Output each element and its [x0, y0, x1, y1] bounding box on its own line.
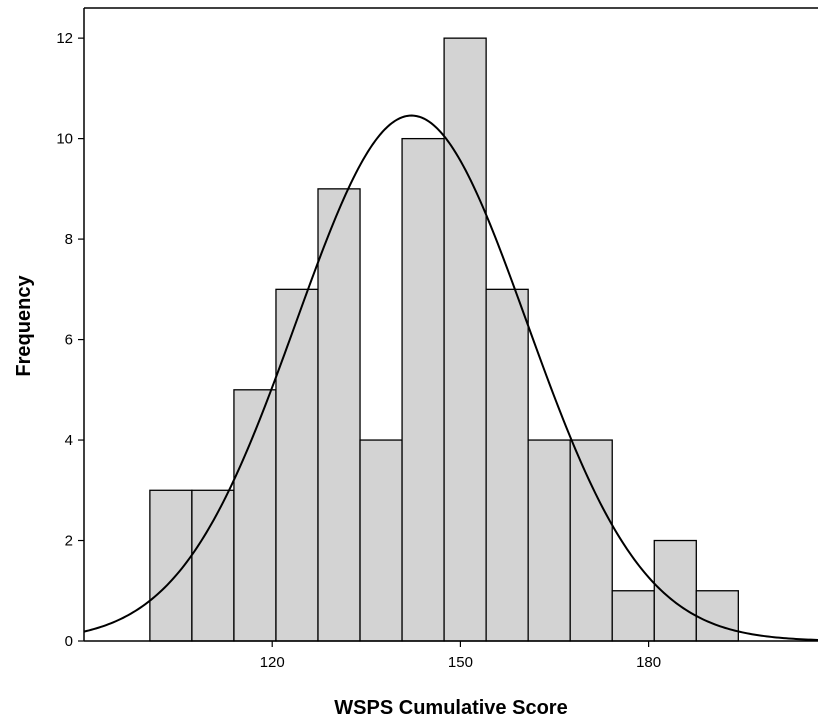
x-tick-label: 120	[260, 654, 285, 671]
axes	[83, 7, 818, 642]
y-tick-label: 4	[65, 432, 73, 449]
histogram-bar	[149, 489, 193, 642]
histogram-bar	[233, 389, 277, 642]
y-tick-label: 2	[65, 533, 73, 550]
normal-curve	[83, 114, 818, 641]
histogram-bar	[527, 439, 571, 642]
x-axis-ticks: 120 150 180	[260, 641, 661, 671]
histogram-bar	[359, 439, 403, 642]
x-axis-title: WSPS Cumulative Score	[334, 697, 567, 719]
histogram-bar	[695, 590, 739, 642]
histogram-bar	[485, 288, 529, 642]
histogram-bar	[569, 439, 613, 642]
x-tick-label: 150	[448, 654, 473, 671]
histogram-bar	[275, 288, 319, 642]
y-tick-label: 0	[65, 633, 73, 650]
y-tick-label: 6	[65, 332, 73, 349]
histogram-bar	[191, 489, 235, 642]
y-axis-ticks: 0 2 4 6 8 10 12	[56, 30, 84, 650]
histogram-bar	[401, 137, 445, 642]
y-tick-label: 8	[65, 231, 73, 248]
histogram-bar	[611, 590, 655, 642]
y-tick-label: 12	[56, 30, 73, 47]
histogram-bar	[443, 37, 487, 642]
y-tick-label: 10	[56, 131, 73, 148]
histogram-bar	[317, 188, 361, 642]
histogram-bars	[149, 37, 739, 642]
x-tick-label: 180	[636, 654, 661, 671]
y-axis-title: Frequency	[13, 275, 35, 377]
